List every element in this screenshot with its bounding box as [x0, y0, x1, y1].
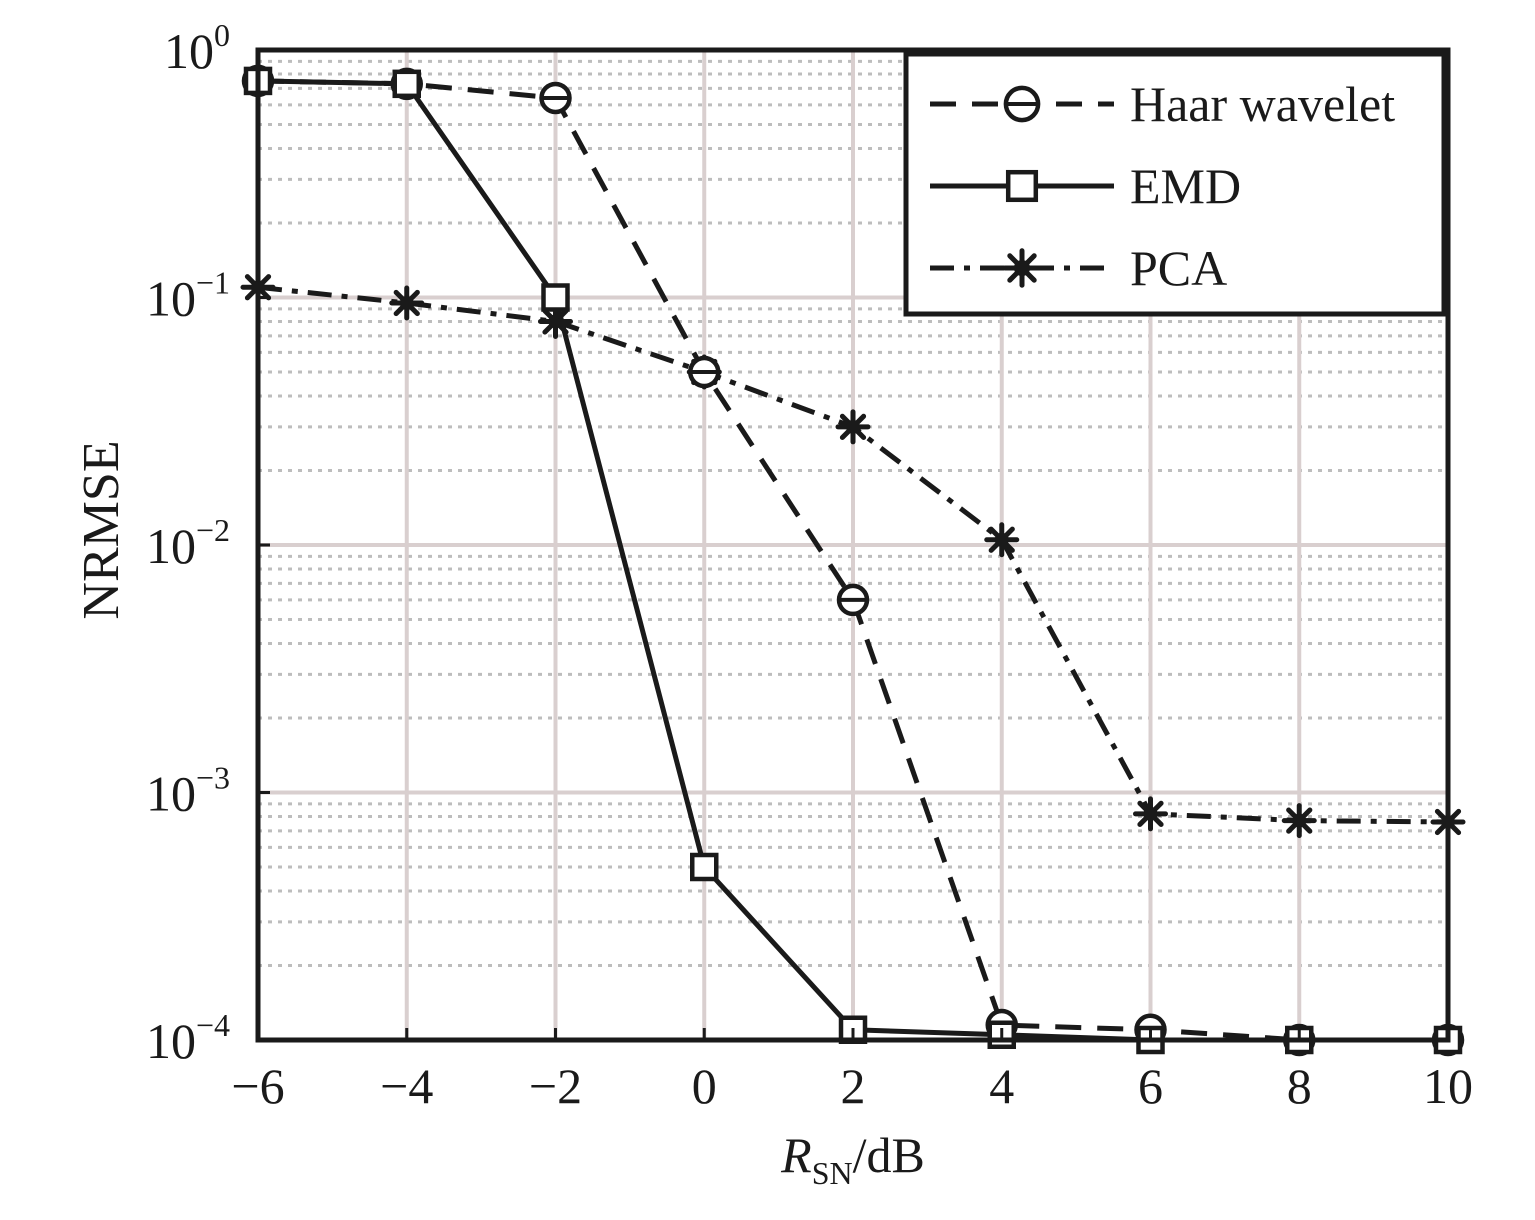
y-axis-label: NRMSE	[73, 440, 130, 619]
tick-labels: −6 −4 −2 0 2 4 6 8 10 100 10−1 10−2 10−3 10−4	[146, 17, 1473, 1114]
x-axis-label-unit: /dB	[853, 1127, 925, 1183]
legend-item: EMD	[930, 158, 1241, 214]
legend: Haar wavelet EMD PCA	[903, 51, 1447, 317]
x-tick-label: −2	[529, 1058, 582, 1114]
x-axis-label-sub: SN	[812, 1155, 853, 1191]
x-tick-label: 4	[989, 1058, 1014, 1114]
x-axis-label-main: R	[780, 1127, 812, 1183]
x-tick-label: 10	[1423, 1058, 1473, 1114]
y-tick-label: 10−4	[146, 1007, 230, 1069]
legend-label: Haar wavelet	[1130, 76, 1395, 132]
data-point	[539, 81, 572, 115]
x-tick-label: 6	[1138, 1058, 1163, 1114]
y-tick-label: 10−1	[146, 265, 230, 327]
legend-item: Haar wavelet	[930, 76, 1395, 132]
data-point	[836, 583, 870, 617]
legend-item: PCA	[930, 240, 1227, 296]
data-point	[1133, 796, 1168, 832]
x-tick-label: −4	[380, 1058, 433, 1114]
data-point	[389, 285, 425, 321]
data-point	[1003, 85, 1041, 123]
data-point	[835, 409, 871, 445]
x-tick-label: −6	[231, 1058, 284, 1114]
data-point	[1005, 169, 1039, 203]
data-point	[984, 522, 1020, 558]
x-axis-label: RSN/dB	[780, 1127, 925, 1191]
x-tick-label: 8	[1287, 1058, 1312, 1114]
y-tick-label: 100	[164, 17, 230, 79]
legend-label: EMD	[1130, 158, 1241, 214]
y-tick-label: 10−3	[146, 760, 230, 822]
x-tick-label: 0	[692, 1058, 717, 1114]
data-point	[1002, 248, 1042, 288]
data-point	[1281, 803, 1317, 839]
data-point	[688, 355, 721, 389]
y-tick-label: 10−2	[146, 512, 230, 574]
data-point	[541, 283, 570, 312]
legend-label: PCA	[1130, 240, 1227, 296]
data-point	[690, 852, 719, 882]
x-tick-label: 2	[841, 1058, 866, 1114]
data-point	[392, 69, 421, 99]
